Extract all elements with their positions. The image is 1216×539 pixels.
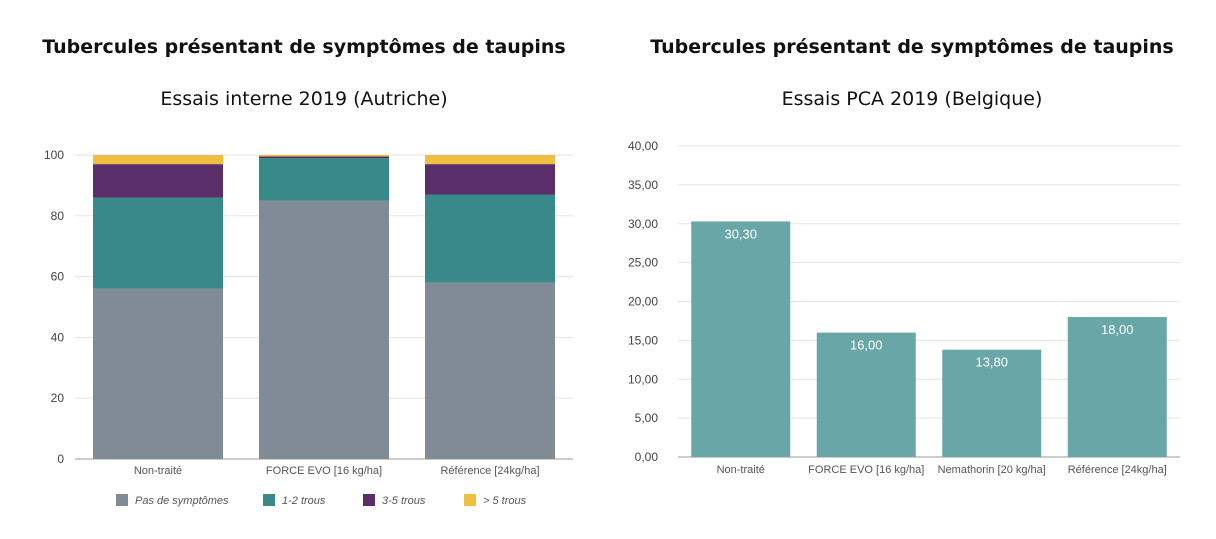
y-tick-label: 80 bbox=[51, 209, 65, 223]
y-tick-label: 100 bbox=[44, 148, 64, 162]
bar-segment bbox=[425, 194, 555, 283]
x-tick-label: Référence [24kg/ha] bbox=[1068, 464, 1167, 476]
y-tick-label: 0,00 bbox=[635, 450, 659, 464]
y-tick-label: 20,00 bbox=[628, 295, 658, 309]
x-tick-label: Non-traité bbox=[717, 464, 765, 476]
bar-segment bbox=[93, 288, 223, 459]
left-chart-panel: Tubercules présentant de symptômes de ta… bbox=[42, 36, 573, 507]
bar-segment bbox=[259, 156, 389, 159]
x-tick-label: Nemathorin [20 kg/ha] bbox=[938, 464, 1046, 476]
legend-label: Pas de symptômes bbox=[135, 495, 229, 507]
x-tick-label: Référence [24kg/ha] bbox=[440, 465, 539, 477]
right-chart-panel: Tubercules présentant de symptômes de ta… bbox=[608, 0, 1216, 539]
y-tick-label: 15,00 bbox=[628, 333, 658, 347]
left-chart-subtitle: Essais interne 2019 (Autriche) bbox=[160, 88, 448, 110]
legend-label: > 5 trous bbox=[483, 495, 527, 507]
stacked-bar-chart: 0 20 40 60 80 100 Non-traité FORCE EVO [16 kg/h… bbox=[44, 148, 573, 507]
bar-segment bbox=[425, 164, 555, 195]
bar-segment bbox=[93, 164, 223, 198]
y-tick-label: 60 bbox=[51, 270, 65, 284]
y-tick-label: 0 bbox=[57, 452, 64, 466]
data-label: 18,00 bbox=[1101, 322, 1134, 337]
left-chart-title: Tubercules présentant de symptômes de ta… bbox=[42, 36, 566, 58]
bar-segment bbox=[259, 200, 389, 459]
legend-swatch bbox=[116, 494, 128, 506]
data-label: 13,80 bbox=[975, 355, 1008, 370]
bar-segment bbox=[425, 155, 555, 165]
y-tick-label: 40,00 bbox=[628, 139, 658, 153]
y-tick-label: 35,00 bbox=[628, 178, 658, 192]
bar-segment bbox=[93, 155, 223, 165]
x-tick-label: Non-traité bbox=[134, 465, 182, 477]
legend-swatch bbox=[363, 494, 375, 506]
y-tick-label: 25,00 bbox=[628, 256, 658, 270]
right-chart-subtitle: Essais PCA 2019 (Belgique) bbox=[781, 88, 1043, 110]
y-tick-label: 30,00 bbox=[628, 217, 658, 231]
x-tick-label: FORCE EVO [16 kg/ha] bbox=[808, 464, 924, 476]
data-label: 30,30 bbox=[724, 226, 757, 241]
data-label: 16,00 bbox=[850, 338, 883, 353]
bar-segment bbox=[259, 158, 389, 201]
bar bbox=[691, 221, 791, 457]
x-tick-label: FORCE EVO [16 kg/ha] bbox=[266, 465, 382, 477]
right-chart-title: Tubercules présentant de symptômes de ta… bbox=[650, 36, 1174, 58]
y-tick-label: 10,00 bbox=[628, 372, 658, 386]
legend-swatch bbox=[263, 494, 275, 506]
bar-chart: 0,00 5,00 10,00 15,00 20,00 25,00 30,00 35,00 40… bbox=[628, 139, 1180, 476]
bar bbox=[816, 332, 916, 457]
y-tick-label: 20 bbox=[51, 391, 65, 405]
y-tick-label: 40 bbox=[51, 330, 65, 344]
bar bbox=[942, 349, 1042, 457]
y-tick-label: 5,00 bbox=[635, 411, 659, 425]
bar-segment bbox=[259, 155, 389, 157]
legend-label: 3-5 trous bbox=[382, 495, 426, 507]
legend-swatch bbox=[464, 494, 476, 506]
bar-segment bbox=[93, 197, 223, 289]
bar-segment bbox=[425, 282, 555, 459]
legend-label: 1-2 trous bbox=[282, 495, 326, 507]
bar bbox=[1067, 317, 1167, 457]
